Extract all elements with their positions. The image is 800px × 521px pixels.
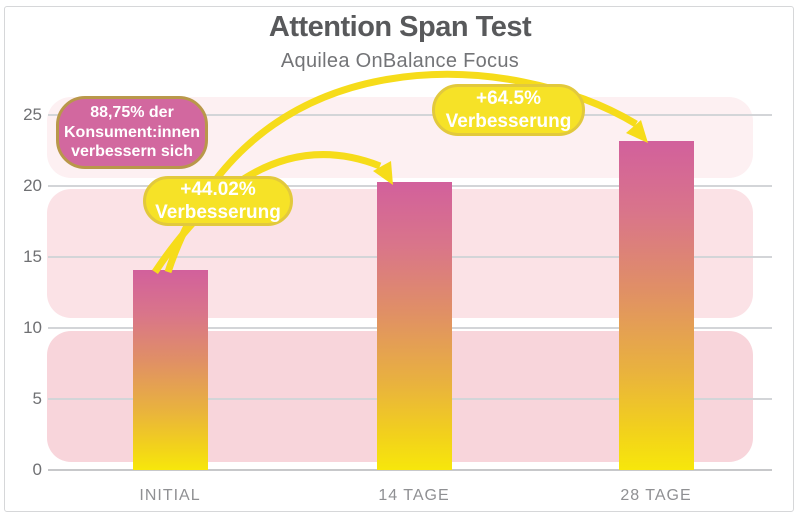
- improvement-28tage-bubble: +64.5% Verbesserung: [432, 84, 585, 136]
- improvement-14tage-label: Verbesserung: [155, 202, 281, 223]
- y-tick-label-20: 20: [23, 176, 42, 195]
- chart-subtitle: Aquilea OnBalance Focus: [280, 50, 520, 72]
- y-tick-label-10: 10: [23, 318, 42, 337]
- improvement-28tage-label: Verbesserung: [445, 111, 572, 132]
- x-axis-label-14-tage: 14 TAGE: [378, 487, 450, 504]
- bar-28-tage: [619, 141, 694, 470]
- improvement-28tage-value: +64.5%: [476, 88, 541, 109]
- x-axis-label-initial: INITIAL: [139, 487, 201, 504]
- improvement-14tage-value: +44.02%: [180, 179, 256, 200]
- consumer-stat-line1: 88,75% der: [90, 104, 174, 122]
- chart-title: Attention Span Test: [268, 11, 532, 43]
- y-tick-label-15: 15: [23, 247, 42, 266]
- improvement-14tage-bubble: +44.02% Verbesserung: [143, 176, 293, 226]
- x-axis-label-28-tage: 28 TAGE: [620, 487, 692, 504]
- y-tick-label-25: 25: [23, 105, 42, 124]
- y-tick-label-5: 5: [32, 389, 42, 408]
- gridline-0: [48, 469, 772, 471]
- y-tick-label-0: 0: [32, 460, 42, 479]
- consumer-stat-line3: verbessern sich: [71, 143, 193, 161]
- consumer-stat-line2: Konsument:innen: [64, 123, 200, 141]
- bar-14-tage: [377, 182, 452, 470]
- bar-initial: [133, 270, 208, 470]
- consumer-stat-bubble: 88,75% der Konsument:innen verbessern si…: [56, 96, 208, 169]
